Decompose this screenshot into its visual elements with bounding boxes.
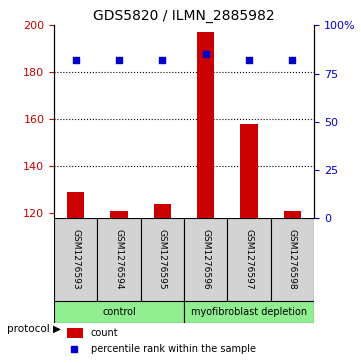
Text: protocol ▶: protocol ▶ [7,323,61,334]
Bar [284,211,301,218]
FancyBboxPatch shape [184,301,314,323]
Bar [67,328,83,338]
Title: GDS5820 / ILMN_2885982: GDS5820 / ILMN_2885982 [93,9,275,23]
Point [116,57,122,63]
Bar [110,211,128,218]
Bar [240,124,258,218]
Bar [197,32,214,218]
Text: percentile rank within the sample: percentile rank within the sample [91,344,256,354]
Point [73,57,79,63]
FancyBboxPatch shape [54,218,97,301]
FancyBboxPatch shape [184,218,227,301]
FancyBboxPatch shape [54,301,184,323]
Text: GSM1276593: GSM1276593 [71,229,80,290]
Point [246,57,252,63]
Bar [67,192,84,218]
Point [71,346,77,352]
FancyBboxPatch shape [227,218,271,301]
Text: count: count [91,328,118,338]
FancyBboxPatch shape [97,218,141,301]
Text: GSM1276594: GSM1276594 [115,229,123,290]
Point [290,57,295,63]
Text: GSM1276596: GSM1276596 [201,229,210,290]
FancyBboxPatch shape [271,218,314,301]
Text: GSM1276598: GSM1276598 [288,229,297,290]
Text: GSM1276595: GSM1276595 [158,229,167,290]
Text: GSM1276597: GSM1276597 [245,229,253,290]
FancyBboxPatch shape [141,218,184,301]
Bar [154,204,171,218]
Text: control: control [102,307,136,317]
Point [160,57,165,63]
Text: myofibroblast depletion: myofibroblast depletion [191,307,307,317]
Point [203,52,209,57]
